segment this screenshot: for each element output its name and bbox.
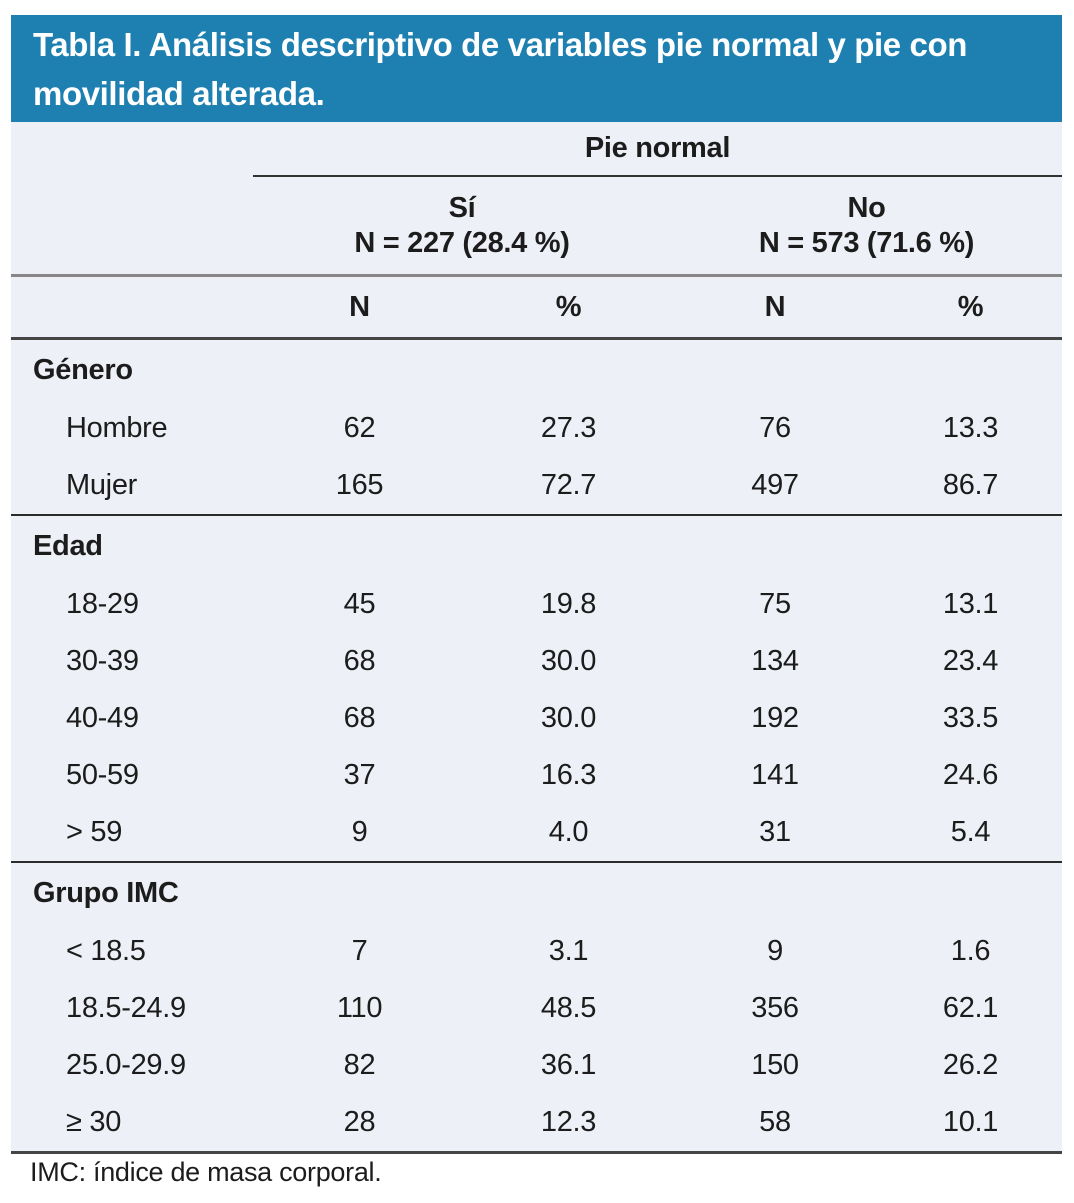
cell-value: 497	[751, 469, 799, 501]
row-label: 30-39	[66, 645, 139, 677]
cell-value: 68	[343, 702, 376, 734]
cell-value: 12.3	[540, 1106, 597, 1138]
group-header-row: Pie normal	[11, 122, 1062, 177]
column-header-pct-no: %	[957, 290, 984, 323]
cell-value: 30.0	[540, 702, 597, 734]
group-header-spacer	[11, 122, 253, 177]
cell-value: 58	[759, 1106, 791, 1138]
cell-value: 24.6	[942, 759, 999, 791]
subgroup-no-n: N = 573 (71.6 %)	[758, 226, 975, 259]
table-row: 30-39 68 30.0 134 23.4	[11, 633, 1062, 690]
table: Pie normal Sí N = 227 (28.4 %) No N = 57…	[11, 122, 1062, 1154]
cell-value: 62	[343, 412, 376, 444]
footnote: IMC: índice de masa corporal.	[30, 1157, 382, 1187]
row-label: Mujer	[66, 469, 138, 501]
cell-value: 75	[759, 588, 791, 620]
cell-value: 9	[767, 935, 783, 967]
table-row: < 18.5 7 3.1 9 1.6	[11, 923, 1062, 980]
cell-value: 37	[343, 759, 376, 791]
table-section: Edad 18-29 45 19.8 75 13.1 30-39 68 30.0 134 23.4 4…	[11, 516, 1062, 863]
subgroup-si-n: N = 227 (28.4 %)	[354, 226, 570, 259]
column-header-n-si: N	[349, 290, 370, 323]
subgroup-no: No N = 573 (71.6 %)	[671, 177, 1062, 277]
cell-value: 76	[759, 412, 791, 444]
subgroup-spacer	[11, 177, 253, 277]
cell-value: 30.0	[540, 645, 597, 677]
column-header-spacer	[11, 277, 253, 337]
cell-value: 165	[335, 469, 384, 501]
section-header: Edad	[33, 529, 103, 562]
cell-value: 68	[343, 645, 376, 677]
subgroup-header-row: Sí N = 227 (28.4 %) No N = 573 (71.6 %)	[11, 177, 1062, 277]
cell-value: 36.1	[540, 1049, 597, 1081]
cell-value: 5.4	[950, 816, 991, 848]
cell-value: 9	[351, 816, 368, 848]
row-label: Hombre	[66, 412, 168, 444]
cell-value: 16.3	[540, 759, 597, 791]
section-header: Grupo IMC	[33, 876, 179, 909]
cell-value: 82	[343, 1049, 376, 1081]
table-row: 25.0-29.9 82 36.1 150 26.2	[11, 1037, 1062, 1094]
subgroup-no-label: No	[847, 191, 886, 224]
table-row: 40-49 68 30.0 192 33.5	[11, 690, 1062, 747]
cell-value: 356	[751, 992, 799, 1024]
cell-value: 134	[751, 645, 799, 677]
row-label: 40-49	[66, 702, 139, 734]
column-header-pct-si: %	[555, 290, 582, 323]
table-sections: Género Hombre 62 27.3 76 13.3 Mujer 165 72.7 497 8…	[11, 340, 1062, 1151]
cell-value: 33.5	[942, 702, 999, 734]
row-label: ≥ 30	[66, 1106, 122, 1138]
row-label: 18-29	[66, 588, 139, 620]
cell-value: 23.4	[942, 645, 999, 677]
cell-value: 7	[351, 935, 368, 967]
cell-value: 3.1	[548, 935, 589, 967]
cell-value: 62.1	[942, 992, 999, 1024]
row-label: 25.0-29.9	[66, 1049, 186, 1081]
table-section: Grupo IMC < 18.5 7 3.1 9 1.6 18.5-24.9 110 48.5 3…	[11, 863, 1062, 1151]
cell-value: 26.2	[942, 1049, 999, 1081]
column-group-header: Pie normal	[253, 122, 1062, 177]
cell-value: 192	[751, 702, 799, 734]
cell-value: 150	[751, 1049, 799, 1081]
subgroup-si-label: Sí	[448, 191, 476, 224]
subgroup-si: Sí N = 227 (28.4 %)	[253, 177, 671, 277]
table-section: Género Hombre 62 27.3 76 13.3 Mujer 165 72.7 497 8…	[11, 340, 1062, 516]
row-label: 50-59	[66, 759, 139, 791]
table-row: ≥ 30 28 12.3 58 10.1	[11, 1094, 1062, 1151]
cell-value: 110	[336, 992, 383, 1024]
cell-value: 10.1	[942, 1106, 999, 1138]
table-row: 18-29 45 19.8 75 13.1	[11, 576, 1062, 633]
cell-value: 72.7	[540, 469, 597, 501]
cell-value: 27.3	[540, 412, 597, 444]
cell-value: 28	[343, 1106, 376, 1138]
section-header: Género	[33, 353, 133, 386]
cell-value: 45	[343, 588, 376, 620]
cell-value: 1.6	[950, 935, 991, 967]
cell-value: 31	[759, 816, 791, 848]
table-title-bar: Tabla I. Análisis descriptivo de variabl…	[11, 15, 1062, 122]
table-row: Mujer 165 72.7 497 86.7	[11, 457, 1062, 514]
cell-value: 141	[751, 759, 799, 791]
table-row: 50-59 37 16.3 141 24.6	[11, 747, 1062, 804]
table-row: 18.5-24.9 110 48.5 356 62.1	[11, 980, 1062, 1037]
cell-value: 48.5	[540, 992, 597, 1024]
cell-value: 13.3	[942, 412, 999, 444]
column-headers-row: N % N %	[11, 277, 1062, 340]
table-row: Hombre 62 27.3 76 13.3	[11, 400, 1062, 457]
cell-value: 86.7	[942, 469, 999, 501]
row-label: 18.5-24.9	[66, 992, 186, 1024]
cell-value: 13.1	[942, 588, 999, 620]
row-label: > 59	[66, 816, 123, 848]
cell-value: 19.8	[540, 588, 597, 620]
cell-value: 4.0	[548, 816, 589, 848]
table-row: > 59 9 4.0 31 5.4	[11, 804, 1062, 861]
table-title: Tabla I. Análisis descriptivo de variabl…	[33, 25, 967, 112]
row-label: < 18.5	[66, 935, 146, 967]
column-header-n-no: N	[764, 290, 786, 323]
